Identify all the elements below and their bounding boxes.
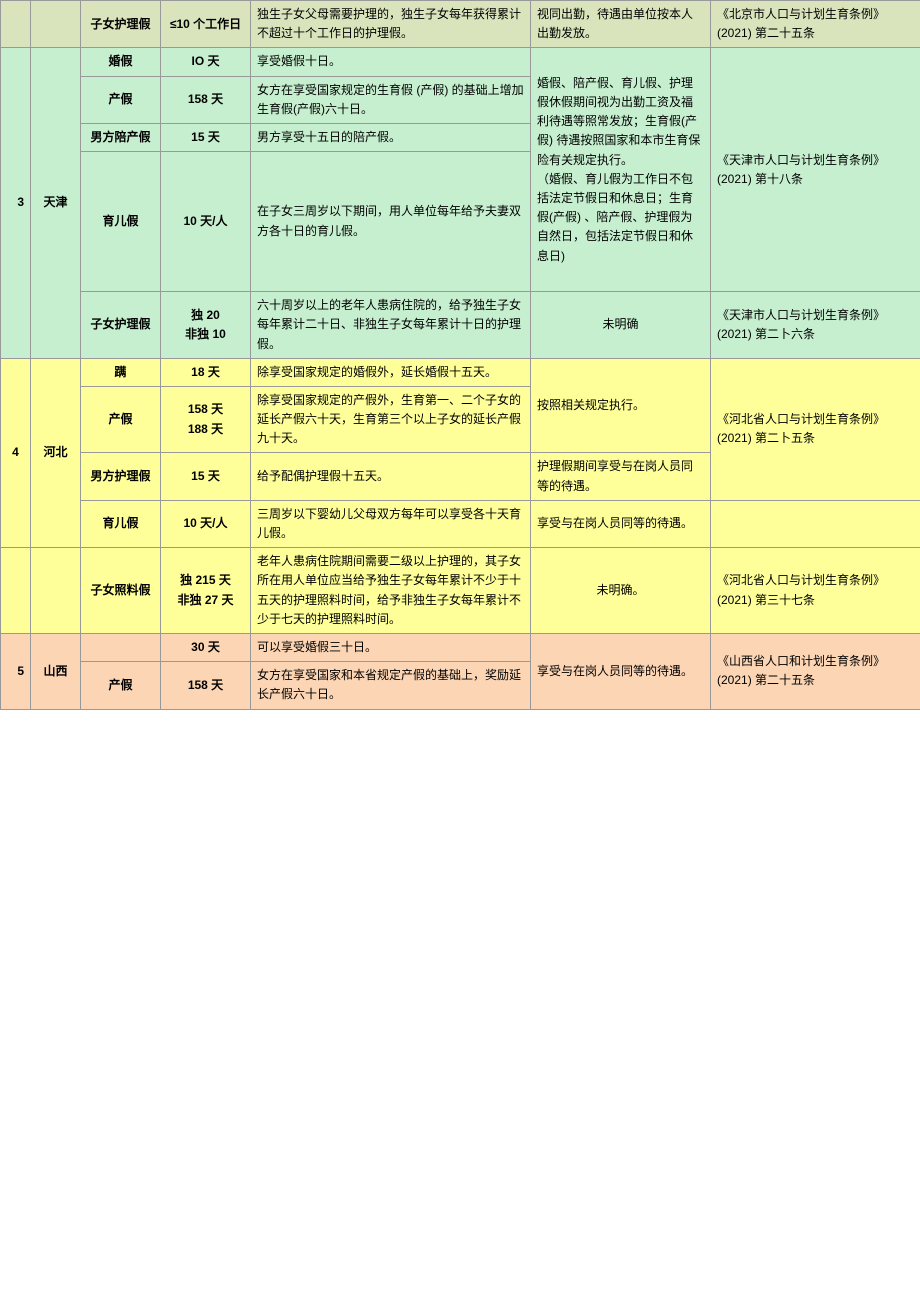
cell-desc: 除享受国家规定的产假外，生育第一、二个子女的延长产假六十天，生育第三个以上子女的…	[251, 386, 531, 453]
cell-desc: 在子女三周岁以下期间，用人单位每年给予夫妻双方各十日的育儿假。	[251, 152, 531, 292]
cell-type: 育儿假	[81, 152, 161, 292]
cell-law: 《河北省人口与计划生育条例》 (2021) 第二卜五条	[711, 358, 920, 500]
cell-type: 男方护理假	[81, 453, 161, 500]
cell-num: 5	[1, 633, 31, 709]
days-line1: 独 215 天	[167, 571, 244, 590]
cell-days: 158 天	[161, 662, 251, 709]
cell-days: 30 天	[161, 633, 251, 661]
cell-desc: 除享受国家规定的婚假外，延长婚假十五天。	[251, 358, 531, 386]
cell-law	[711, 500, 920, 547]
cell-type: 产假	[81, 662, 161, 709]
cell-days: 15 天	[161, 453, 251, 500]
cell-days: 158 天	[161, 76, 251, 123]
cell-days: 10 天/人	[161, 152, 251, 292]
cell-type: 子女护理假	[81, 1, 161, 48]
cell-region	[31, 1, 81, 48]
cell-region: 山西	[31, 633, 81, 709]
cell-num: 3	[1, 48, 31, 358]
table-row: 5 山西 30 天 可以享受婚假三十日。 享受与在岗人员同等的待遇。 《山西省人…	[1, 633, 920, 661]
cell-type: 子女护理假	[81, 292, 161, 359]
cell-desc: 老年人患病住院期间需要二级以上护理的，其子女所在用人单位应当给予独生子女每年累计…	[251, 548, 531, 634]
cell-desc: 独生子女父母需要护理的，独生子女每年获得累计不超过十个工作日的护理假。	[251, 1, 531, 48]
table-row: 育儿假 10 天/人 三周岁以下婴幼儿父母双方每年可以享受各十天育儿假。 享受与…	[1, 500, 920, 547]
cell-days: 158 天 188 天	[161, 386, 251, 453]
cell-treat: 享受与在岗人员同等的待遇。	[531, 633, 711, 709]
days-line2: 188 天	[167, 420, 244, 439]
table-row: 子女照料假 独 215 天 非独 27 天 老年人患病住院期间需要二级以上护理的…	[1, 548, 920, 634]
cell-treat: 未明确	[531, 292, 711, 359]
cell-desc: 女方在享受国家规定的生育假 (产假) 的基础上增加生育假(产假)六十日。	[251, 76, 531, 123]
cell-desc: 六十周岁以上的老年人患病住院的，给予独生子女每年累计二十日、非独生子女每年累计十…	[251, 292, 531, 359]
cell-num: 4	[1, 358, 31, 548]
cell-days: 独 20 非独 10	[161, 292, 251, 359]
cell-region: 河北	[31, 358, 81, 548]
table-row: 4 河北 蹒 18 天 除享受国家规定的婚假外，延长婚假十五天。 按照相关规定执…	[1, 358, 920, 386]
cell-desc: 三周岁以下婴幼儿父母双方每年可以享受各十天育儿假。	[251, 500, 531, 547]
cell-type: 婚假	[81, 48, 161, 76]
cell-num	[1, 1, 31, 48]
table-row: 3 天津 婚假 IO 天 享受婚假十日。 婚假、陪产假、育儿假、护理假休假期间视…	[1, 48, 920, 76]
cell-type: 产假	[81, 76, 161, 123]
days-line2: 非独 27 天	[167, 591, 244, 610]
days-line1: 独 20	[167, 306, 244, 325]
cell-type	[81, 633, 161, 661]
cell-num	[1, 548, 31, 634]
cell-type: 男方陪产假	[81, 123, 161, 151]
cell-days: 18 天	[161, 358, 251, 386]
table-row: 子女护理假 独 20 非独 10 六十周岁以上的老年人患病住院的，给予独生子女每…	[1, 292, 920, 359]
cell-law: 《北京市人口与计划生育条例》(2021) 第二十五条	[711, 1, 920, 48]
cell-type: 子女照料假	[81, 548, 161, 634]
cell-region: 天津	[31, 48, 81, 358]
cell-days: 独 215 天 非独 27 天	[161, 548, 251, 634]
cell-desc: 女方在享受国家和本省规定产假的基础上，奖励延长产假六十日。	[251, 662, 531, 709]
days-line1: 158 天	[167, 400, 244, 419]
cell-desc: 可以享受婚假三十日。	[251, 633, 531, 661]
cell-days: ≤10 个工作日	[161, 1, 251, 48]
cell-treat: 护理假期间享受与在岗人员同等的待遇。	[531, 453, 711, 500]
cell-type: 育儿假	[81, 500, 161, 547]
cell-days: IO 天	[161, 48, 251, 76]
cell-desc: 给予配偶护理假十五天。	[251, 453, 531, 500]
policy-table: 子女护理假 ≤10 个工作日 独生子女父母需要护理的，独生子女每年获得累计不超过…	[0, 0, 920, 710]
cell-treat: 享受与在岗人员同等的待遇。	[531, 500, 711, 547]
days-line2: 非独 10	[167, 325, 244, 344]
cell-treat: 视同出勤，待遇由单位按本人出勤发放。	[531, 1, 711, 48]
cell-treat: 按照相关规定执行。	[531, 358, 711, 453]
cell-desc: 享受婚假十日。	[251, 48, 531, 76]
cell-type: 产假	[81, 386, 161, 453]
cell-type: 蹒	[81, 358, 161, 386]
cell-law: 《天津市人口与计划生育条例》 (2021) 第二卜六条	[711, 292, 920, 359]
cell-law: 《天津市人口与计划生育条例》 (2021) 第十八条	[711, 48, 920, 292]
cell-days: 10 天/人	[161, 500, 251, 547]
cell-law: 《山西省人口和计划生育条例》 (2021) 第二十五条	[711, 633, 920, 709]
cell-days: 15 天	[161, 123, 251, 151]
cell-desc: 男方享受十五日的陪产假。	[251, 123, 531, 151]
table-row: 子女护理假 ≤10 个工作日 独生子女父母需要护理的，独生子女每年获得累计不超过…	[1, 1, 920, 48]
cell-law: 《河北省人口与计划生育条例》 (2021) 第三十七条	[711, 548, 920, 634]
cell-treat: 未明确。	[531, 548, 711, 634]
cell-region	[31, 548, 81, 634]
cell-treat: 婚假、陪产假、育儿假、护理假休假期间视为出勤工资及福利待遇等照常发放；生育假(产…	[531, 48, 711, 292]
